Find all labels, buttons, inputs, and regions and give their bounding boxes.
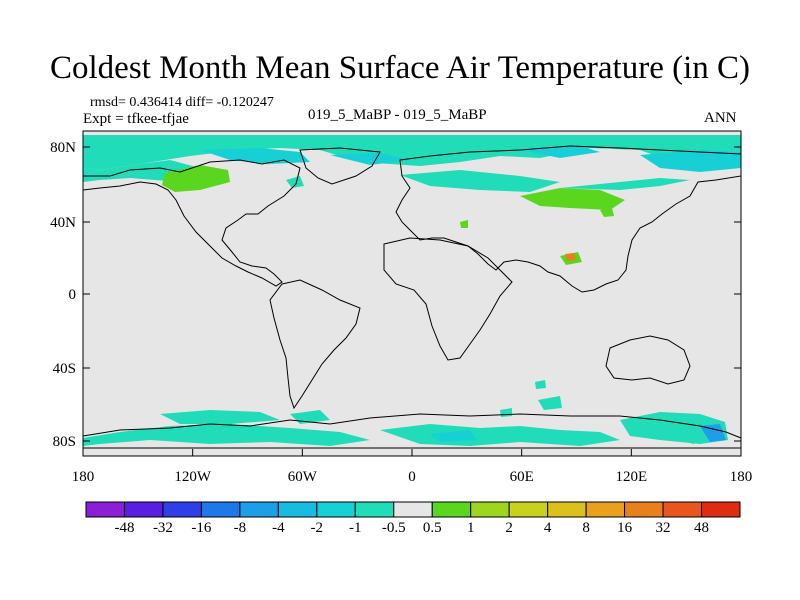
- colorbar-swatch: [547, 501, 587, 518]
- colorbar-swatch: [585, 501, 626, 518]
- colorbar-label: -0.5: [382, 520, 406, 536]
- colorbar-label: -16: [191, 520, 211, 536]
- colorbar-label: -1: [349, 520, 362, 536]
- colorbar-swatch: [123, 501, 164, 518]
- colorbar-label: 1: [467, 520, 475, 536]
- season-label: ANN: [704, 110, 737, 126]
- lat-tick-label: 80N: [50, 140, 76, 156]
- colorbar-label: 16: [617, 520, 633, 536]
- stats-line: rmsd= 0.436414 diff= -0.120247: [90, 95, 274, 110]
- lon-tick-label: 60W: [288, 469, 318, 485]
- colorbar-label: 48: [694, 520, 709, 536]
- colorbar-label: 8: [582, 520, 590, 536]
- colorbar-swatch: [354, 501, 395, 518]
- colorbar-swatch: [200, 501, 241, 518]
- colorbar-swatch: [508, 501, 549, 518]
- lat-tick-label: 40S: [53, 361, 76, 377]
- plot-title: Coldest Month Mean Surface Air Temperatu…: [50, 50, 750, 86]
- colorbar-label: -48: [114, 520, 134, 536]
- colorbar-swatch: [316, 501, 356, 518]
- lon-tick-label: 180: [730, 469, 753, 485]
- colorbar-swatch: [624, 501, 664, 518]
- colorbar-swatch: [393, 501, 433, 518]
- colorbar-label: -2: [311, 520, 324, 536]
- colorbar-swatch: [470, 501, 510, 518]
- coastlines: [82, 145, 742, 449]
- lat-tick-label: 40N: [50, 215, 76, 231]
- colorbar-label: 0.5: [423, 520, 442, 536]
- colorbar-swatch: [662, 501, 703, 518]
- lat-tick-label: 80S: [53, 434, 76, 450]
- longitude-axis: 180 120W 60W 0 60E 120E 180: [72, 449, 753, 485]
- colorbar-label: 32: [656, 520, 671, 536]
- lon-tick-label: 0: [408, 469, 416, 485]
- colorbar-label: -32: [153, 520, 173, 536]
- colorbar-label: 4: [544, 520, 552, 536]
- colorbar-swatch: [162, 501, 202, 518]
- colorbar-label: -8: [234, 520, 247, 536]
- experiment-label: Expt = tfkee-tfjae: [83, 111, 189, 127]
- lon-tick-label: 120W: [174, 469, 212, 485]
- lon-tick-label: 60E: [510, 469, 534, 485]
- colorbar-swatch: [85, 501, 125, 518]
- colorbar-label: -4: [272, 520, 285, 536]
- colorbar-swatch: [239, 501, 279, 518]
- colorbar-swatch: [277, 501, 318, 518]
- colorbar: -48 -32 -16 -8 -4 -2 -1 -0.5 0.5 1 2 4 8 16 32 48: [85, 501, 741, 536]
- lon-tick-label: 180: [72, 469, 95, 485]
- colorbar-label: 2: [505, 520, 513, 536]
- case-label: 019_5_MaBP - 019_5_MaBP: [308, 107, 487, 123]
- lat-tick-label: 0: [69, 287, 77, 303]
- colorbar-swatch: [431, 501, 472, 518]
- lon-tick-label: 120E: [615, 469, 647, 485]
- latitude-axis: 80N 40N 0 40S 80S: [50, 140, 741, 450]
- arctic-anomaly-bands: [83, 135, 741, 192]
- colorbar-swatch: [701, 501, 741, 518]
